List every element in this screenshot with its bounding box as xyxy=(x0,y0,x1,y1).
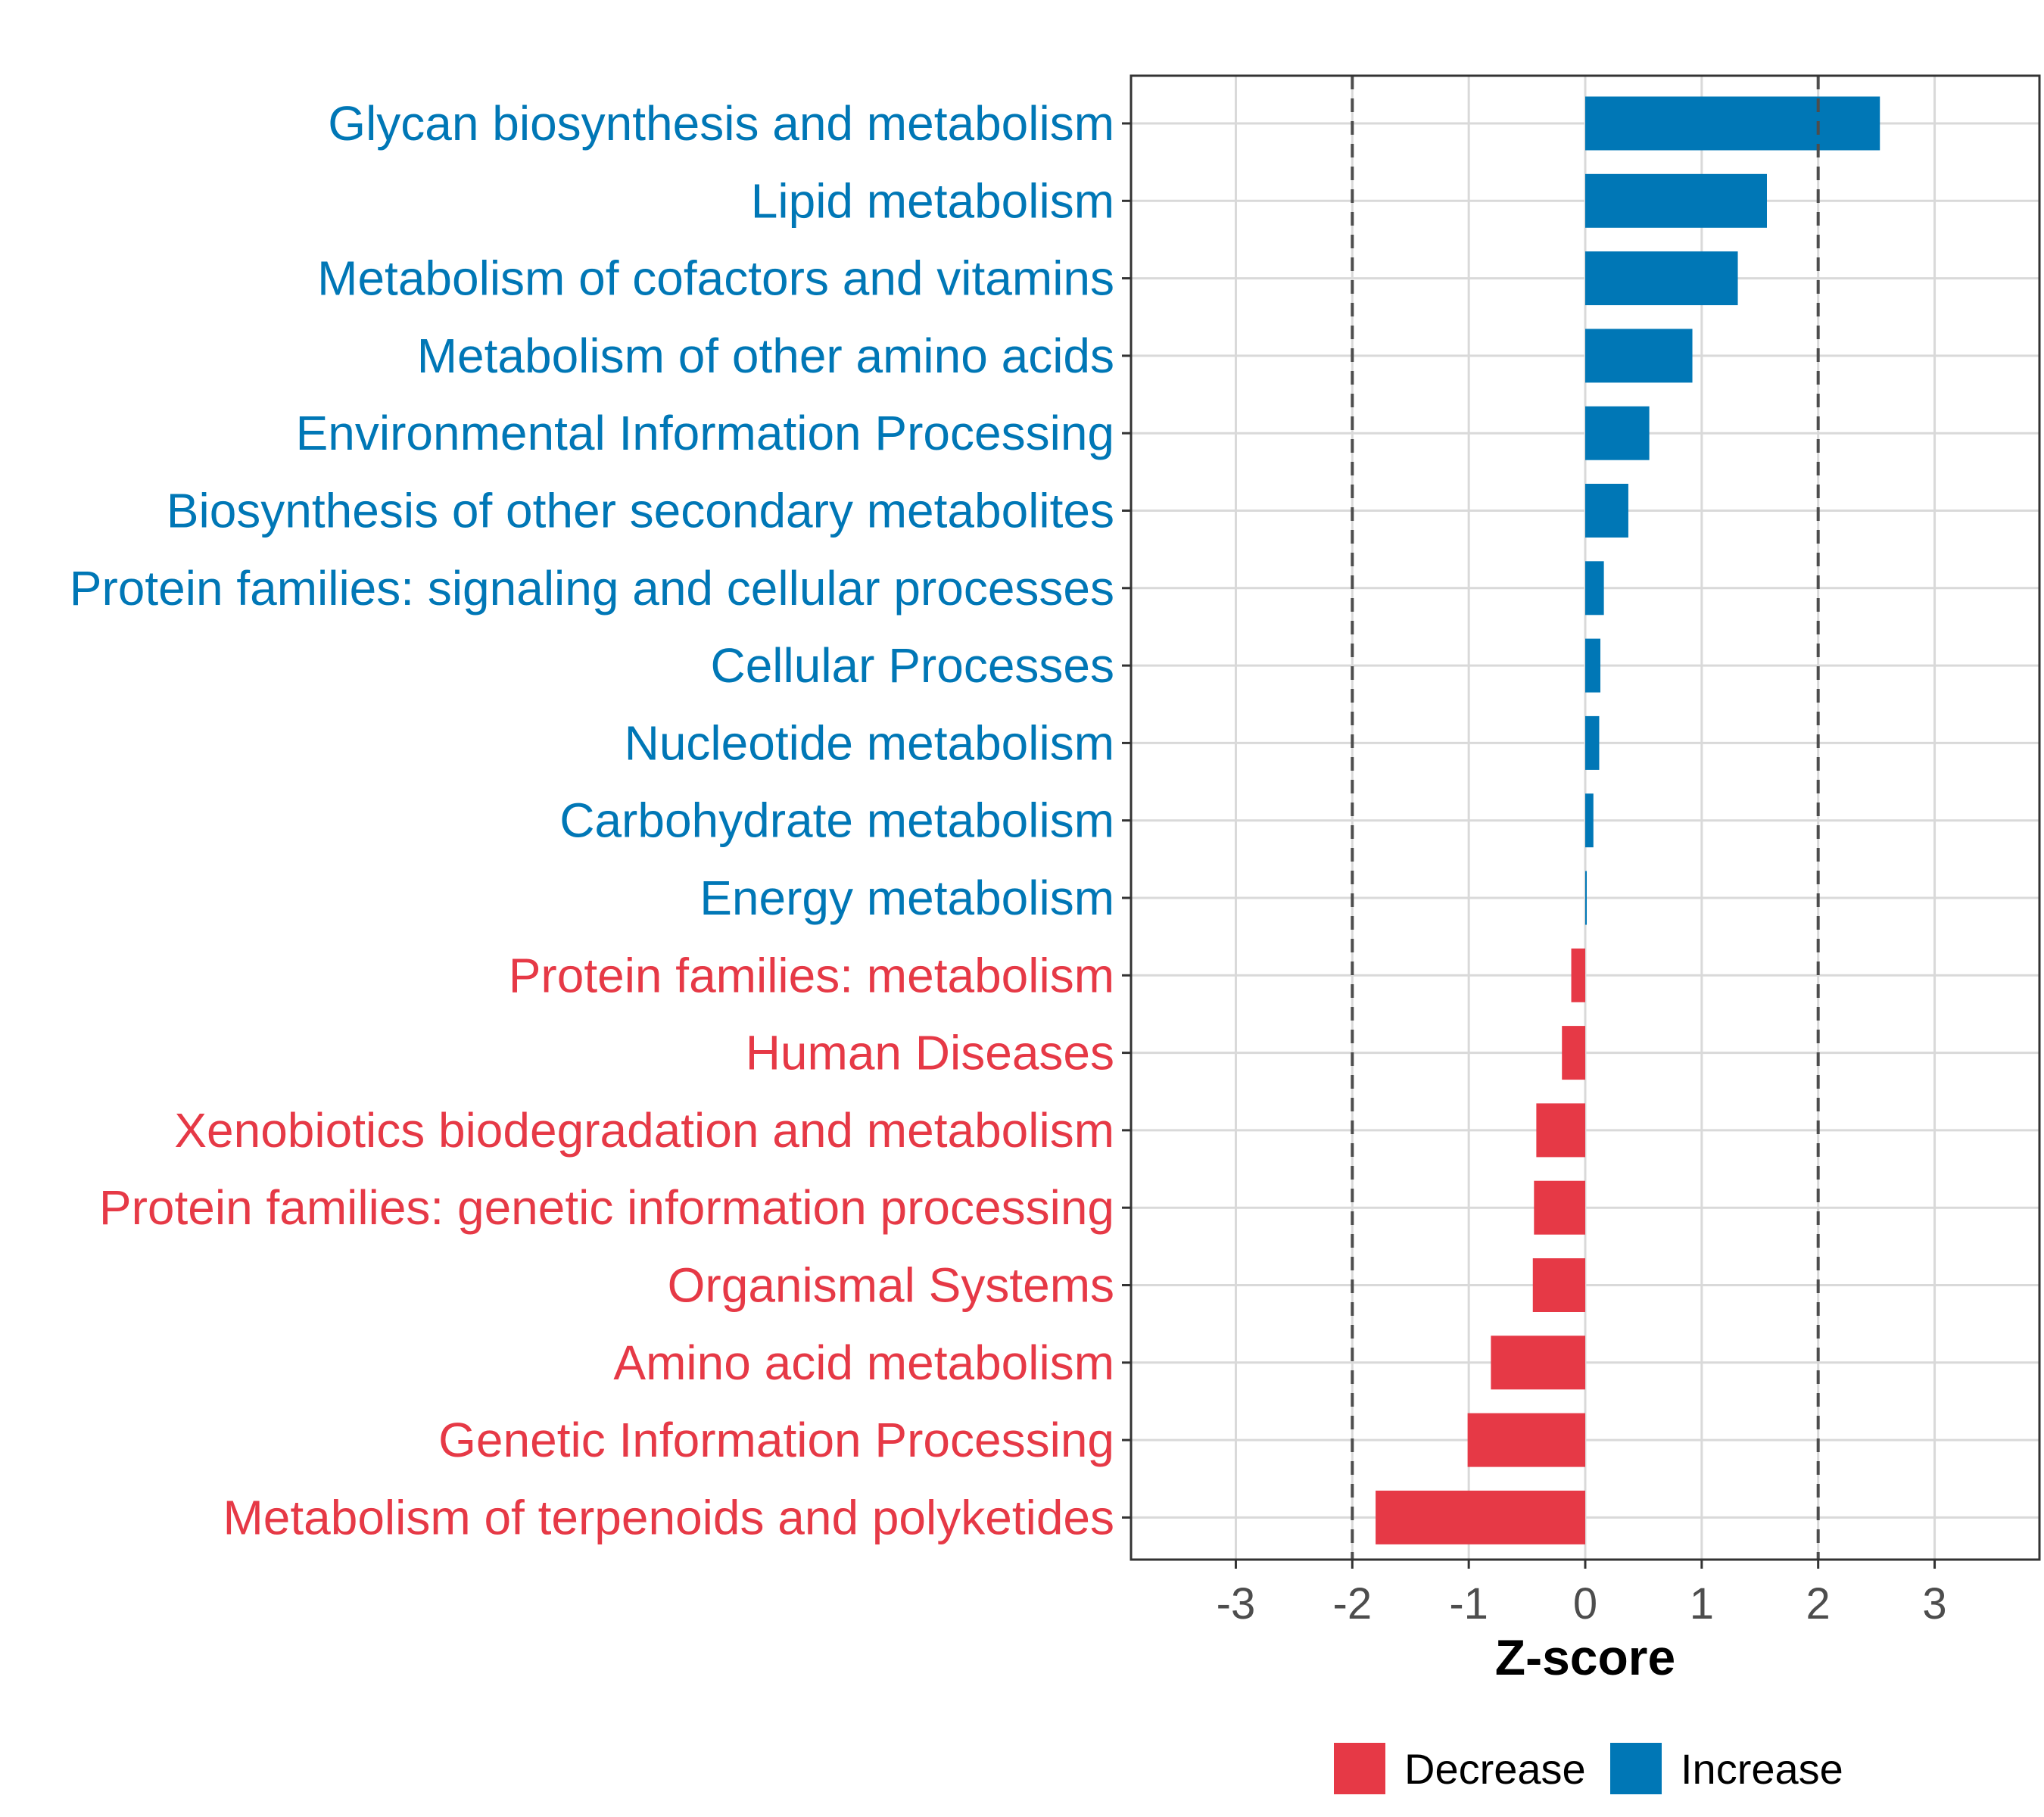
category-labels: Glycan biosynthesis and metabolism Lipid … xyxy=(70,96,1114,1544)
category-label: Metabolism of terpenoids and polyketides xyxy=(223,1490,1114,1544)
bar-1 xyxy=(1585,96,1880,151)
bar-9 xyxy=(1585,715,1600,770)
legend: Decrease Increase xyxy=(1334,1743,1843,1794)
x-tick-label: 0 xyxy=(1573,1579,1597,1628)
x-axis-title: Z-score xyxy=(1495,1629,1675,1685)
bar-5 xyxy=(1585,406,1650,460)
category-label: Biosynthesis of other secondary metaboli… xyxy=(167,484,1114,538)
bar-3 xyxy=(1585,251,1738,306)
category-label: Protein families: genetic information pr… xyxy=(99,1180,1114,1235)
category-label: Metabolism of cofactors and vitamins xyxy=(317,251,1114,306)
bar-4 xyxy=(1585,329,1693,383)
category-label: Human Diseases xyxy=(746,1026,1114,1080)
bar-2 xyxy=(1585,173,1767,228)
bar-18 xyxy=(1467,1413,1585,1467)
category-label: Amino acid metabolism xyxy=(613,1335,1114,1390)
bar-19 xyxy=(1376,1490,1585,1544)
bar-11 xyxy=(1585,871,1587,925)
bar-8 xyxy=(1585,638,1600,693)
category-label: Lipid metabolism xyxy=(751,173,1114,228)
category-label: Carbohydrate metabolism xyxy=(559,793,1114,848)
category-label: Protein families: metabolism xyxy=(509,948,1114,1002)
category-label: Metabolism of other amino acids xyxy=(417,329,1114,383)
legend-label-increase: Increase xyxy=(1681,1745,1843,1793)
legend-label-decrease: Decrease xyxy=(1404,1745,1586,1793)
x-tick-label: -2 xyxy=(1333,1579,1373,1628)
bar-13 xyxy=(1562,1026,1585,1080)
x-tick-label: 1 xyxy=(1690,1579,1714,1628)
bar-10 xyxy=(1585,793,1594,848)
bar-16 xyxy=(1532,1258,1585,1312)
legend-key-increase xyxy=(1610,1743,1662,1794)
bar-6 xyxy=(1585,484,1628,538)
y-axis-ticks xyxy=(1122,122,1131,1519)
bar-7 xyxy=(1585,561,1604,616)
category-label: Genetic Information Processing xyxy=(438,1413,1114,1467)
category-label: Xenobiotics biodegradation and metabolis… xyxy=(174,1103,1114,1158)
category-label: Energy metabolism xyxy=(700,871,1114,925)
category-label: Cellular Processes xyxy=(710,638,1114,693)
x-tick-label: 3 xyxy=(1922,1579,1946,1628)
reference-lines xyxy=(1351,76,1820,1560)
x-axis-ticks: -3 -2 -1 0 1 2 3 xyxy=(1217,1560,1947,1628)
legend-key-decrease xyxy=(1334,1743,1385,1794)
category-label: Protein families: signaling and cellular… xyxy=(70,561,1114,616)
bars xyxy=(1376,96,1880,1544)
x-tick-label: -3 xyxy=(1217,1579,1256,1628)
x-tick-label: 2 xyxy=(1806,1579,1831,1628)
x-tick-label: -1 xyxy=(1449,1579,1488,1628)
bar-14 xyxy=(1536,1103,1585,1158)
category-label: Nucleotide metabolism xyxy=(625,715,1114,770)
category-label: Organismal Systems xyxy=(668,1258,1114,1313)
bar-17 xyxy=(1491,1335,1585,1390)
bar-12 xyxy=(1571,948,1585,1002)
category-label: Glycan biosynthesis and metabolism xyxy=(328,96,1114,151)
bar-15 xyxy=(1534,1180,1585,1235)
category-label: Environmental Information Processing xyxy=(296,406,1114,460)
